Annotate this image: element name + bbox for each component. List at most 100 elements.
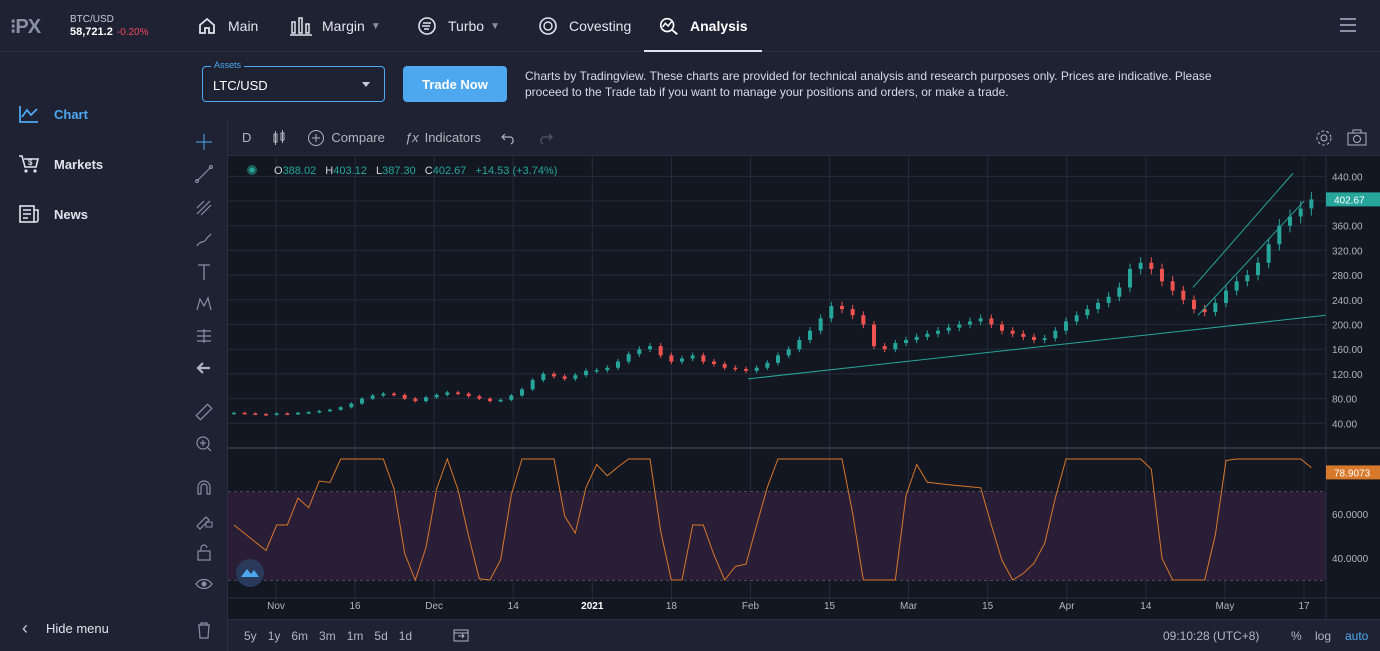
candle-body xyxy=(765,362,770,368)
time-axis: Nov 16 Dec 14 2021 18 Feb 15 Mar 15 Apr 14 May 17 xyxy=(228,597,1380,612)
candle-body xyxy=(328,409,332,412)
camera-icon[interactable] xyxy=(1346,128,1368,151)
sidebar-item-markets[interactable]: $ Markets xyxy=(18,154,103,174)
goto-date-icon[interactable] xyxy=(452,627,470,646)
lock-icon[interactable] xyxy=(192,540,216,564)
candle-body xyxy=(1288,216,1292,226)
candle-body xyxy=(701,355,706,362)
ticker-price: 58,721.2 xyxy=(70,26,113,38)
nav-margin[interactable]: Margin ▼ xyxy=(290,0,381,52)
range-button-5d[interactable]: 5d xyxy=(374,629,388,643)
range-buttons: 5y 1y 6m 3m 1m 5d 1d xyxy=(244,629,412,643)
price-tick-label: 80.00 xyxy=(1332,395,1357,406)
percent-toggle[interactable]: % xyxy=(1291,629,1302,643)
eye-icon[interactable] xyxy=(192,572,216,596)
candle-body xyxy=(381,393,386,396)
svg-text:$: $ xyxy=(28,158,33,167)
chevron-down-icon: ▼ xyxy=(370,20,381,32)
nav-main[interactable]: Main xyxy=(196,0,258,52)
candle-body xyxy=(648,346,652,350)
fib-tools-icon[interactable] xyxy=(192,196,216,220)
rsi-last-label: 78.9073 xyxy=(1334,468,1371,479)
lock-drawing-icon[interactable] xyxy=(192,508,216,532)
auto-toggle[interactable]: auto xyxy=(1345,629,1369,643)
range-button-5y[interactable]: 5y xyxy=(244,629,257,643)
tradingview-logo[interactable] xyxy=(236,559,264,587)
candle-body xyxy=(594,370,599,372)
range-button-3m[interactable]: 3m xyxy=(319,629,336,643)
candle-body xyxy=(1234,281,1239,291)
candle-body xyxy=(1170,281,1175,291)
trash-icon[interactable] xyxy=(192,618,216,642)
range-button-1m[interactable]: 1m xyxy=(346,629,364,643)
chart-bottom-bar: 5y 1y 6m 3m 1m 5d 1d 09:10:28 (UTC+8) % log au… xyxy=(228,619,1380,651)
brush-icon[interactable] xyxy=(192,228,216,252)
candle-body xyxy=(424,397,428,402)
assets-select[interactable]: Assets LTC/USD xyxy=(202,60,385,102)
magnet-icon[interactable] xyxy=(192,476,216,500)
btc-ticker[interactable]: BTC/USD 58,721.2 -0.20% xyxy=(70,13,149,39)
nav-analysis-label: Analysis xyxy=(690,18,748,34)
time-tick-label: 17 xyxy=(1298,601,1310,612)
chevron-down-icon: ▼ xyxy=(490,20,500,32)
covesting-icon xyxy=(537,15,559,37)
arrow-left-icon[interactable] xyxy=(192,356,216,380)
cart-dollar-icon: $ xyxy=(18,154,40,174)
interval-button[interactable]: D xyxy=(242,130,252,145)
primexbt-logo[interactable]: ⁝PX xyxy=(10,16,41,38)
settings-gear-icon[interactable] xyxy=(1314,128,1334,151)
indicators-button[interactable]: ƒx Indicators xyxy=(405,130,481,145)
nav-analysis[interactable]: Analysis xyxy=(644,0,762,52)
prediction-icon[interactable] xyxy=(192,324,216,348)
undo-icon[interactable] xyxy=(501,131,517,145)
price-plot[interactable]: 440.00400.00360.00320.00280.00240.00200.… xyxy=(228,156,1380,619)
sidebar-item-label: Markets xyxy=(54,156,104,172)
redo-icon[interactable] xyxy=(537,131,553,145)
nav-covesting[interactable]: Covesting xyxy=(537,0,631,52)
ticker-symbol: BTC/USD xyxy=(70,14,114,25)
sidebar-item-news[interactable]: News xyxy=(18,204,88,224)
log-toggle[interactable]: log xyxy=(1315,629,1332,643)
time-tick-label: Nov xyxy=(267,601,285,612)
candle-body xyxy=(1224,290,1228,303)
time-tick-label: 14 xyxy=(1140,601,1152,612)
pattern-icon[interactable] xyxy=(192,292,216,316)
candle-body xyxy=(712,361,716,365)
sidebar-item-chart[interactable]: Chart xyxy=(18,104,88,124)
candle-body xyxy=(1181,290,1186,300)
candle-body xyxy=(850,309,855,316)
candle-body xyxy=(722,364,727,368)
crosshair-icon[interactable] xyxy=(192,130,216,154)
assets-value: LTC/USD xyxy=(213,78,268,93)
last-price-label: 402.67 xyxy=(1334,195,1365,206)
ruler-icon[interactable] xyxy=(192,400,216,424)
trade-now-button[interactable]: Trade Now xyxy=(403,66,507,102)
zoom-in-icon[interactable] xyxy=(192,432,216,456)
nav-turbo[interactable]: Turbo ▼ xyxy=(416,0,500,52)
candle-body xyxy=(893,343,898,350)
hamburger-menu-icon[interactable] xyxy=(1340,18,1356,32)
candle-body xyxy=(637,349,642,355)
nav-margin-label: Margin xyxy=(322,18,365,34)
candle-body xyxy=(605,367,610,371)
candle-body xyxy=(317,410,322,413)
candle-body xyxy=(1042,338,1047,340)
support-trendline xyxy=(747,314,1327,380)
range-button-1d[interactable]: 1d xyxy=(398,629,413,643)
time-tick-label: Feb xyxy=(742,601,760,612)
candle-body xyxy=(552,373,556,377)
range-button-1y[interactable]: 1y xyxy=(267,629,281,643)
range-button-6m[interactable]: 6m xyxy=(291,629,309,643)
candle-body xyxy=(1010,330,1015,334)
candle-body xyxy=(946,327,951,331)
candle-body xyxy=(754,367,759,371)
clock-time[interactable]: 09:10:28 (UTC+8) xyxy=(1163,629,1260,643)
hide-menu-button[interactable]: ‹ Hide menu xyxy=(22,618,109,639)
text-tool-icon[interactable] xyxy=(192,260,216,284)
candle-body xyxy=(477,396,482,399)
candle-body xyxy=(914,336,919,340)
trend-line-icon[interactable] xyxy=(192,162,216,186)
candles-style-icon[interactable] xyxy=(271,129,287,147)
assets-label: Assets xyxy=(211,60,245,70)
compare-button[interactable]: Compare xyxy=(307,129,385,147)
